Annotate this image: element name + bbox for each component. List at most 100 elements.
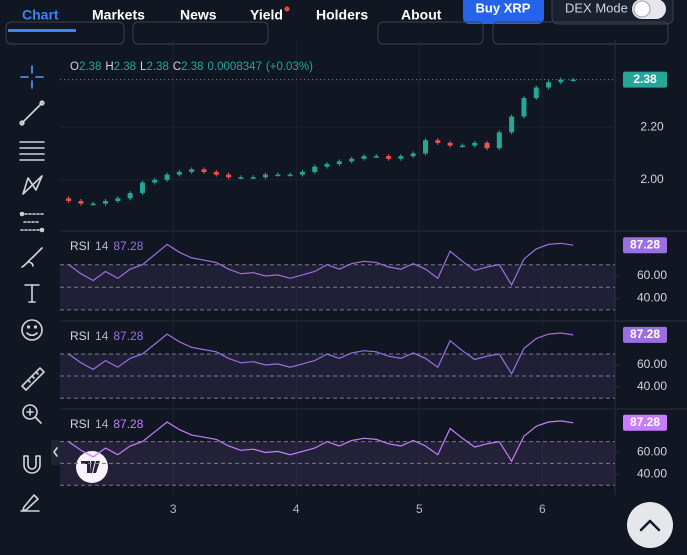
buy-button[interactable] (463, 0, 544, 24)
candle (398, 156, 404, 159)
candle (472, 142, 478, 146)
top-nav: Chart Markets News Yield Holders About B… (8, 0, 674, 32)
legend-key: L (140, 61, 147, 73)
y-tick-label: 40.00 (637, 291, 667, 305)
legend-period: 14 (95, 329, 109, 343)
toolbar-pill[interactable] (5, 21, 125, 45)
nav-item[interactable]: Holders (316, 7, 368, 23)
candle (422, 140, 428, 154)
legend-key: O (70, 61, 79, 73)
toggle-knob[interactable] (633, 0, 651, 18)
candle (435, 140, 441, 143)
candle (521, 98, 527, 117)
candle (312, 166, 318, 172)
rsi-line (68, 242, 574, 287)
rsi-value-box (623, 326, 667, 343)
candle (558, 79, 564, 83)
nav-item[interactable]: About (401, 7, 442, 23)
legend-value: 87.28 (113, 329, 143, 343)
last-price-box (623, 71, 667, 88)
collapse-tab[interactable] (51, 440, 60, 465)
ohlc-legend: O2.38 H2.38 L2.38 C2.38 0.0008347 (+0.03%) (70, 61, 313, 73)
fib-tool[interactable] (19, 141, 45, 161)
candle (496, 132, 502, 149)
candle (66, 198, 72, 201)
scroll-top-button[interactable] (627, 502, 673, 548)
legend-name: RSI (70, 329, 90, 343)
candle (127, 193, 133, 199)
emoji-tool[interactable] (21, 319, 43, 341)
candle (570, 79, 576, 82)
text-tool[interactable] (24, 284, 40, 303)
candle (336, 161, 342, 165)
nav-item[interactable]: Yield (250, 7, 283, 23)
y-tick-label: 60.00 (637, 357, 667, 371)
rsi-line (68, 332, 574, 376)
candle (299, 171, 305, 175)
legend-value: 87.28 (113, 417, 143, 431)
y-tick-label: 60.00 (637, 445, 667, 459)
legend-change-pct: (+0.03%) (266, 61, 313, 73)
candle (546, 82, 552, 88)
candle (139, 182, 145, 194)
chart-toolbar (5, 21, 669, 45)
y-tick-label: 2.20 (640, 119, 664, 133)
candle (533, 87, 539, 99)
pattern-tool[interactable] (22, 175, 43, 195)
legend-name: RSI (70, 239, 90, 253)
dex-mode-label[interactable]: DEX Mode (565, 0, 628, 15)
magnet-tool[interactable] (23, 455, 41, 474)
chevron-up[interactable] (639, 519, 661, 532)
logo-mark (81, 461, 100, 473)
candle (361, 156, 367, 159)
projection-tool[interactable] (19, 211, 45, 233)
buy-button-label[interactable]: Buy XRP (476, 0, 531, 15)
x-tick-label: 3 (170, 502, 177, 516)
rsi-value-label: 87.28 (630, 327, 660, 341)
toolbar-pill[interactable] (492, 21, 669, 45)
candle (226, 174, 232, 178)
nav-item[interactable]: Chart (22, 7, 59, 23)
zoom-tool[interactable] (22, 404, 42, 424)
x-tick-label: 6 (539, 502, 546, 516)
rsi-legend: RSI 14 87.28 (70, 417, 144, 431)
ruler-tool[interactable] (21, 367, 45, 391)
candle (201, 169, 207, 172)
active-underline (8, 29, 76, 32)
candle (275, 174, 281, 177)
candle (386, 156, 392, 159)
lock-draw-tool[interactable] (20, 494, 40, 512)
rsi-value-box (623, 414, 667, 431)
crosshair-tool[interactable] (20, 65, 44, 89)
nav-item[interactable]: Markets (92, 7, 145, 23)
toolbar-pill[interactable] (377, 21, 484, 45)
legend-name: RSI (70, 417, 90, 431)
candle (447, 142, 453, 146)
y-tick-label: 60.00 (637, 268, 667, 282)
candle (349, 158, 355, 162)
candle (250, 177, 256, 179)
trendline-tool[interactable] (19, 100, 45, 126)
legend-key: C (173, 61, 181, 73)
rsi-line (68, 420, 574, 463)
rsi-value-box (623, 237, 667, 254)
nav-item[interactable]: News (180, 7, 217, 23)
brush-tool[interactable] (21, 247, 43, 268)
scroll-top (627, 502, 673, 548)
toolbar-pill[interactable] (132, 21, 269, 45)
legend-value: 2.38 (79, 61, 101, 73)
candle (176, 171, 182, 175)
legend-value: 2.38 (146, 61, 168, 73)
x-tick-label: 5 (416, 502, 423, 516)
candle (459, 145, 465, 148)
candle (103, 200, 109, 204)
notification-dot (284, 6, 290, 12)
candle (410, 153, 416, 157)
legend-key: H (105, 61, 113, 73)
candle (509, 116, 515, 133)
collapse-arrow[interactable] (53, 447, 58, 457)
y-tick-label: 2.00 (640, 172, 664, 186)
